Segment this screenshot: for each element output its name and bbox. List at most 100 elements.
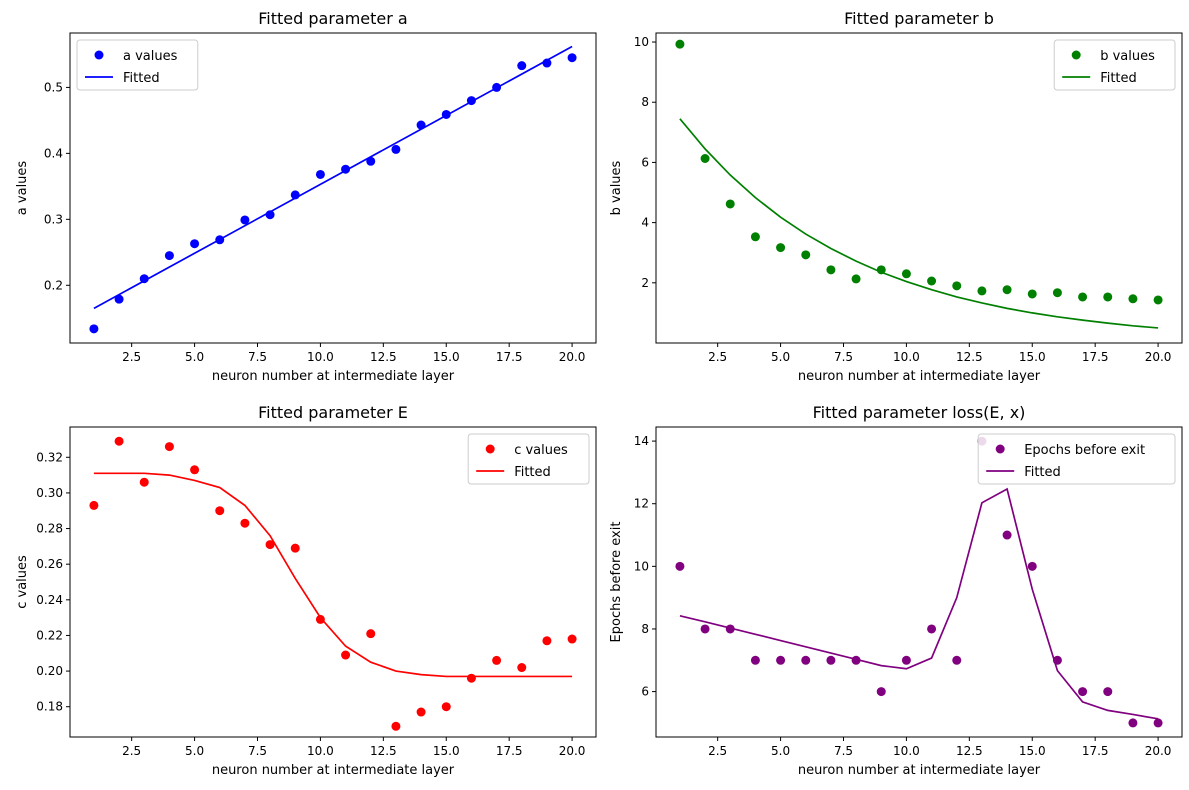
x-tick-label: 7.5 [834, 350, 853, 364]
data-point [290, 543, 300, 553]
x-axis-label: neuron number at intermediate layer [212, 369, 455, 384]
data-point [826, 265, 836, 275]
data-point [1027, 561, 1037, 571]
x-tick-label: 12.5 [370, 744, 397, 758]
x-tick-label: 15.0 [1019, 350, 1046, 364]
data-point [542, 636, 552, 646]
legend-label: a values [123, 49, 178, 64]
legend-label: c values [514, 443, 568, 458]
axes-frame [69, 426, 597, 738]
legend: b values Fitted [1053, 39, 1176, 91]
legend-point-marker [1071, 50, 1081, 60]
y-tick-label: 0.32 [36, 450, 63, 464]
data-point [139, 274, 149, 284]
x-tick-label: 15.0 [433, 350, 460, 364]
y-tick-label: 8 [641, 622, 649, 636]
y-tick-label: 0.20 [36, 664, 63, 678]
x-tick-label: 5.0 [185, 744, 204, 758]
x-tick-label: 2.5 [708, 350, 727, 364]
data-point [567, 634, 577, 644]
y-tick-label: 0.4 [44, 146, 63, 160]
data-point [366, 629, 376, 639]
data-point [466, 673, 476, 683]
data-point [492, 655, 502, 665]
data-point [89, 324, 99, 334]
data-point [366, 156, 376, 166]
legend-label: Epochs before exit [1024, 443, 1145, 458]
data-point [139, 477, 149, 487]
data-point [441, 702, 451, 712]
data-point [952, 655, 962, 665]
x-tick-label: 17.5 [496, 744, 523, 758]
data-point [164, 251, 174, 261]
x-tick-label: 2.5 [122, 350, 141, 364]
data-point [1052, 288, 1062, 298]
x-tick-label: 12.5 [370, 350, 397, 364]
y-tick-label: 0.26 [36, 557, 63, 571]
data-point [190, 239, 200, 249]
x-tick-label: 15.0 [1019, 744, 1046, 758]
data-point [265, 540, 275, 550]
data-point [776, 655, 786, 665]
data-point [876, 687, 886, 697]
data-point [1002, 530, 1012, 540]
x-tick-label: 12.5 [956, 744, 983, 758]
axes-frame [655, 426, 1183, 738]
legend: a values Fitted [76, 39, 199, 91]
legend: c values Fitted [467, 433, 590, 485]
data-point [391, 144, 401, 154]
data-point [1027, 289, 1037, 299]
subplot-3: Fitted parameter E 2.5 5.0 7.5 10.0 12.5 15.0 1… [15, 403, 597, 778]
subplot-title: Fitted parameter b [844, 9, 994, 28]
data-point [952, 281, 962, 291]
legend-label: Fitted [123, 71, 160, 86]
legend-point-marker [485, 444, 495, 454]
data-point [164, 442, 174, 452]
data-point [901, 269, 911, 279]
data-point [1153, 295, 1163, 305]
data-point [190, 465, 200, 475]
x-tick-label: 17.5 [496, 350, 523, 364]
data-point [675, 561, 685, 571]
y-tick-label: 12 [634, 497, 649, 511]
data-point [1128, 294, 1138, 304]
x-tick-label: 2.5 [122, 744, 141, 758]
x-tick-label: 12.5 [956, 350, 983, 364]
x-tick-label: 5.0 [185, 350, 204, 364]
fitted-line [679, 118, 1159, 329]
y-tick-label: 10 [634, 35, 649, 49]
data-point [700, 624, 710, 634]
x-tick-label: 17.5 [1082, 350, 1109, 364]
data-point [826, 655, 836, 665]
fitted-line [93, 45, 573, 310]
legend-point-marker [94, 50, 104, 60]
data-point [391, 721, 401, 731]
x-tick-label: 10.0 [893, 350, 920, 364]
subplot-title: Fitted parameter a [258, 9, 407, 28]
x-tick-label: 7.5 [248, 744, 267, 758]
data-point [114, 436, 124, 446]
y-tick-label: 10 [634, 559, 649, 573]
x-tick-label: 17.5 [1082, 744, 1109, 758]
data-point [700, 154, 710, 163]
y-tick-label: 14 [634, 434, 649, 448]
x-tick-label: 15.0 [433, 744, 460, 758]
legend-label: Fitted [1024, 465, 1061, 480]
data-point [517, 61, 527, 71]
y-tick-label: 0.22 [36, 628, 63, 642]
x-tick-label: 20.0 [559, 744, 586, 758]
y-tick-label: 6 [641, 685, 649, 699]
x-tick-label: 7.5 [834, 744, 853, 758]
x-tick-label: 20.0 [1145, 744, 1172, 758]
x-tick-label: 20.0 [1145, 350, 1172, 364]
data-point [725, 199, 735, 209]
x-tick-label: 2.5 [708, 744, 727, 758]
legend-point-marker [995, 444, 1005, 454]
data-point [1103, 687, 1113, 697]
y-tick-label: 0.5 [44, 80, 63, 94]
x-axis-label: neuron number at intermediate layer [798, 763, 1041, 778]
legend-label: b values [1100, 49, 1155, 64]
data-point [901, 655, 911, 665]
x-tick-label: 5.0 [771, 350, 790, 364]
